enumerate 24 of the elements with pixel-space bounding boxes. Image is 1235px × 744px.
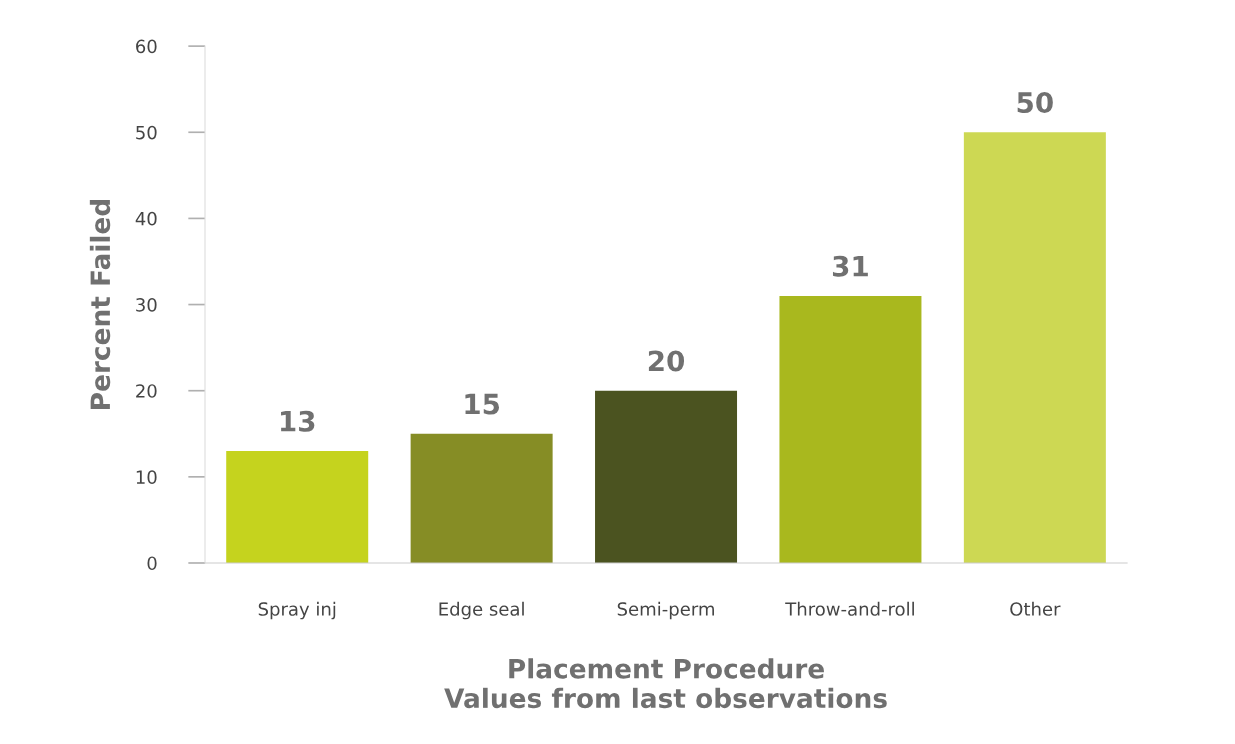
bar [595, 390, 738, 563]
x-tick-label: Semi-perm [617, 601, 714, 620]
y-tick-label: 0 [147, 556, 157, 571]
x-tick-label: Edge seal [439, 601, 524, 620]
y-tick-label: 60 [136, 39, 157, 54]
x-tick-label: Other [1010, 601, 1061, 616]
y-tick-label: 50 [136, 125, 157, 140]
data-label: 13 [281, 410, 315, 432]
x-tick-label: Throw-and-roll [785, 601, 914, 616]
bar [226, 451, 369, 563]
y-tick-label: 30 [136, 298, 157, 312]
data-label: 20 [648, 350, 685, 372]
bar [963, 132, 1106, 563]
bar [779, 295, 922, 563]
data-label: 15 [465, 393, 500, 415]
data-label: 31 [832, 255, 868, 277]
bar [410, 433, 553, 563]
x-axis-title: Placement Procedure Values from last observations [444, 658, 887, 709]
data-label: 50 [1017, 91, 1053, 113]
y-axis-title: Percent Failed [89, 200, 111, 409]
y-tick-label: 40 [135, 211, 157, 226]
y-tick-label: 10 [136, 470, 157, 484]
y-tick-label: 20 [136, 384, 157, 398]
x-tick-label: Spray inj [258, 601, 336, 620]
